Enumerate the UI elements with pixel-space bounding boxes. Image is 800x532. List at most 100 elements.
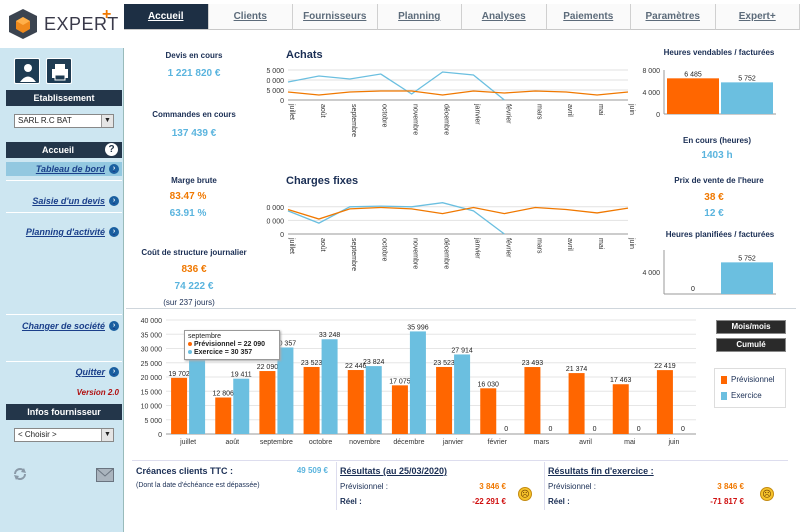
resultats-prev-value: 3 846 € [479,482,506,491]
x-tick-label: août [319,104,326,118]
mois-mois-button[interactable]: Mois/mois [716,320,786,334]
chart-tooltip: septembre Prévisionnel = 22 090 Exercice… [184,330,280,360]
x-tick-label: juin [667,439,679,446]
logo-plus: + [102,6,112,23]
sidebar-link-quitter[interactable]: Quitter › [75,367,119,377]
bar-label: 0 [637,426,641,433]
y-tick-label: 15 000 [266,68,284,75]
tab-fournisseurs[interactable]: Fournisseurs [293,4,378,30]
sidebar-link-saisie[interactable]: Saisie d'un devis › [32,196,119,206]
logo-text: EXPERT [44,14,119,34]
heures-planifiees-label: Heures planifiées / facturées [665,230,775,239]
active-link-strip [6,162,122,176]
resultats-reel-value: -22 291 € [472,497,506,506]
refresh-icon[interactable] [12,466,28,482]
bar-0 [391,385,408,434]
x-tick-label: mars [535,238,542,254]
cout-prev-value: 836 € [181,264,207,275]
commandes-value: 137 439 € [171,128,217,139]
bar-label: 23 523 [301,360,323,367]
bar-label: 6 485 [684,71,702,78]
mail-icon[interactable] [96,468,114,482]
prix-label: Prix de vente de l'heure [674,176,764,185]
sidebar-link-changer[interactable]: Changer de société › [22,321,119,331]
series-line-1 [287,90,629,96]
chevron-down-icon: ▼ [101,115,113,127]
sidebar-link-tableau[interactable]: Tableau de bord › [36,164,119,174]
x-tick-label: juillet [288,237,295,254]
user-icon[interactable] [14,58,40,84]
tooltip-exer-text: Exercice = 30 357 [194,349,253,356]
summary-bar [132,460,788,512]
series-line-1 [287,206,629,220]
tab-planning[interactable]: Planning [377,4,462,30]
cumule-button[interactable]: Cumulé [716,338,786,352]
resultats-reel-label: Réel : [340,497,362,506]
divider [6,180,122,181]
legend-item-exercice[interactable]: Exercice [721,391,762,400]
x-tick-label: octobre [381,238,388,261]
devis-value: 1 221 820 € [167,68,221,79]
x-tick-label: septembre [350,104,357,137]
accueil-header-label: Accueil [42,145,75,155]
chevron-right-icon: › [109,227,119,237]
divider [544,462,545,510]
y-tick-label: 20 000 [141,375,163,382]
bar-0 [480,388,497,434]
bar-0 [259,371,276,434]
legend-prev-label: Prévisionnel [731,375,775,384]
printer-icon[interactable] [46,58,72,84]
x-tick-label: avril [579,439,592,446]
fournisseur-select[interactable]: < Choisir > ▼ [14,428,114,442]
legend-exercice-label: Exercice [731,391,762,400]
heures-planifiees-chart: 4 000 0 5 752 [642,250,776,295]
y-tick-label: 30 000 [141,347,163,354]
divider [6,212,122,213]
devis-label: Devis en cours [165,51,223,60]
bar [667,78,719,114]
y-tick-label: 5 000 [266,88,284,95]
bar-label: 0 [681,426,685,433]
tab-analyses[interactable]: Analyses [462,4,547,30]
y-tick-label: 40 000 [141,318,163,325]
tooltip-dot-prev [188,342,192,346]
y-tick-label: 0 [656,112,660,119]
bar-label: 22 419 [654,363,676,370]
help-icon[interactable]: ? [105,143,118,156]
divider [126,308,796,309]
x-tick-label: août [225,439,239,446]
legend-swatch-prev [721,375,727,384]
bar-label: 27 914 [451,347,473,354]
bar-0 [524,367,541,434]
x-tick-label: mai [597,238,604,250]
chevron-right-icon: › [109,164,119,174]
tab-paiements[interactable]: Paiements [546,4,631,30]
etablissement-select[interactable]: SARL R.C BAT ▼ [14,114,114,128]
tab-expert-plus[interactable]: Expert+ [715,4,800,30]
cube-logo-icon [9,9,37,39]
bar-label: 19 411 [231,372,252,379]
sad-face-icon: ☹ [518,487,532,501]
charges-chart: 20 000 10 000 0 juillet août septembre octobre… [266,202,635,271]
sidebar-link-planning[interactable]: Planning d'activité › [26,227,119,237]
resultats-title: Résultats (au 25/03/2020) [340,466,448,476]
bar-label: 0 [504,426,508,433]
y-tick-label: 0 [158,432,162,439]
accueil-header: Accueil ? [6,142,122,158]
tab-accueil[interactable]: Accueil [124,4,209,30]
charges-title: Charges fixes [286,175,359,187]
y-tick-label: 4 000 [642,270,660,277]
y-tick-label: 25 000 [141,361,163,368]
divider [6,361,122,362]
x-tick-label: décembre [443,238,450,269]
y-tick-label: 15 000 [141,389,163,396]
bar-label: 19 702 [168,371,190,378]
x-tick-label: février [488,439,508,446]
bar-label: 0 [548,426,552,433]
x-tick-label: octobre [381,104,388,127]
tooltip-title: septembre [188,333,222,340]
legend-item-prev[interactable]: Prévisionnel [721,375,775,384]
tab-clients[interactable]: Clients [208,4,293,30]
bar-label: 17 075 [389,378,411,385]
tab-parametres[interactable]: Paramètres [631,4,716,30]
